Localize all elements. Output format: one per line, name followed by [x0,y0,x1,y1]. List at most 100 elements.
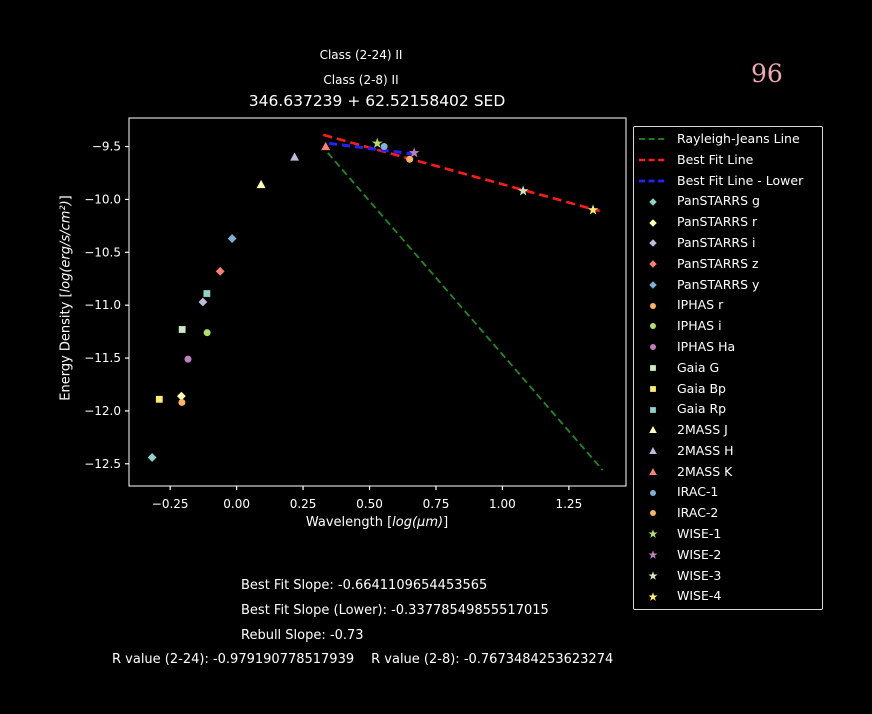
legend-item-panstarrs-g: PanSTARRS g [638,191,818,212]
legend-line-swatch [639,158,667,162]
legend-marker [649,467,657,475]
legend-label: PanSTARRS z [677,255,759,271]
legend-label: 2MASS J [677,422,728,438]
legend-marker [650,344,656,351]
rebull-slope-text: Rebull Slope: -0.73 [241,628,364,643]
line-best-fit-line [322,133,601,213]
point-panstarrs-y [227,234,237,243]
x-axis-label-math: log(μm) [392,515,444,530]
point-panstarrs-i [198,297,208,307]
point-panstarrs-g [147,453,157,462]
point-gaia-rp [203,290,211,297]
legend-label: Best Fit Line [677,151,754,167]
legend-item-iphas-ha: IPHAS Ha [638,337,818,358]
point-wise-1 [371,137,383,148]
legend-marker-triangle-icon [649,426,657,434]
legend-marker-triangle-icon [649,467,657,475]
legend-item-irac-1: IRAC-1 [638,482,818,503]
legend-marker [650,302,656,309]
legend-line-swatch [639,138,667,141]
legend-item-iphas-i: IPHAS i [638,316,818,337]
best-fit-slope-text: Best Fit Slope: -0.6641109654453565 [241,578,488,593]
y-tick-label: −11.5 [84,351,121,365]
legend-item-panstarrs-i: PanSTARRS i [638,233,818,254]
legend-label: IPHAS r [677,297,724,313]
source-counter: 96 [751,59,783,88]
x-tick-label: −0.25 [152,497,189,511]
legend-marker-star-icon [648,571,658,580]
y-axis-label-math: log(erg/s/cm²) [58,200,74,293]
legend-label: PanSTARRS r [677,214,758,230]
legend-marker-square-icon [650,406,656,413]
x-tick-label: 1.00 [489,497,516,511]
point-iphas-r [178,398,186,406]
legend-label: IRAC-2 [677,505,719,521]
legend-label: Rayleigh-Jeans Line [677,131,800,147]
legend-label: Gaia G [677,359,720,375]
point-iphas-ha [184,355,192,363]
point-2mass-j [256,179,266,189]
legend-marker [649,447,657,455]
y-axis-label: Energy Density [log(erg/s/cm²)] [59,195,74,400]
legend-marker [649,426,657,434]
point-gaia-bp [155,395,163,403]
legend-marker-square-icon [650,385,656,392]
plot-frame [128,117,627,487]
x-tick-label: 0.75 [423,497,450,511]
legend-marker [650,323,656,330]
legend-label: WISE-3 [677,567,722,583]
y-tick-label: −12.0 [84,404,121,418]
y-tick-label: −10.5 [84,245,121,259]
y-axis-label-suffix: ] [58,195,74,201]
y-tick-label: −9.5 [92,140,121,154]
class-2-8-label: Class (2-8) II [323,73,399,87]
legend-label: Best Fit Line - Lower [677,172,804,188]
point-2mass-h [290,152,300,161]
legend-line-swatch [639,179,667,183]
point-gaia-g [178,326,186,333]
x-axis-label: Wavelength [log(μm)] [306,515,448,530]
legend-marker [649,218,657,227]
line-best-fit-line-lower [328,141,414,156]
legend-marker [649,239,657,248]
legend-item-wise-1: WISE-1 [638,524,818,545]
legend-item-panstarrs-z: PanSTARRS z [638,254,818,275]
legend-marker [648,571,658,580]
legend-marker-diamond-icon [649,218,657,227]
r-value-2-24-text: R value (2-24): -0.979190778517939 [112,652,355,667]
legend-marker [650,510,656,517]
legend-marker-diamond-icon [649,281,657,289]
legend-label: WISE-1 [677,525,722,541]
legend-label: Gaia Rp [677,401,727,417]
legend-item-panstarrs-y: PanSTARRS y [638,274,818,295]
class-2-24-label: Class (2-24) II [319,48,403,62]
legend-marker-circle-icon [650,489,656,496]
x-tick-label: 1.25 [555,497,582,511]
legend-marker-circle-icon [650,302,656,309]
legend-item-irac-2: IRAC-2 [638,503,818,524]
legend-marker-triangle-icon [649,447,657,455]
x-axis-label-prefix: Wavelength [ [305,515,393,530]
legend-marker-diamond-icon [649,260,657,268]
point-panstarrs-r [176,391,186,401]
legend-marker-circle-icon [650,344,656,351]
legend-marker [649,260,657,268]
point-irac-1 [380,143,388,151]
legend-marker-diamond-icon [649,197,657,206]
point-iphas-i [203,329,211,337]
legend-marker [648,591,658,601]
x-tick-label: 0.25 [290,497,317,511]
legend-item-best-fit-line: Best Fit Line [638,150,818,171]
best-fit-slope-lower-text: Best Fit Slope (Lower): -0.3377854985551… [241,603,549,618]
legend-item-gaia-rp: Gaia Rp [638,399,818,420]
legend-marker-circle-icon [650,323,656,330]
legend-box: Rayleigh-Jeans Line Best Fit Line Best Fit… [633,126,823,610]
legend-marker [648,550,658,559]
r-values-text: R value (2-24): -0.979190778517939 R valu… [112,652,613,667]
legend-label: 2MASS K [677,463,733,479]
legend-marker [650,406,656,413]
legend-marker-square-icon [650,365,656,371]
legend-label: WISE-4 [677,588,722,604]
